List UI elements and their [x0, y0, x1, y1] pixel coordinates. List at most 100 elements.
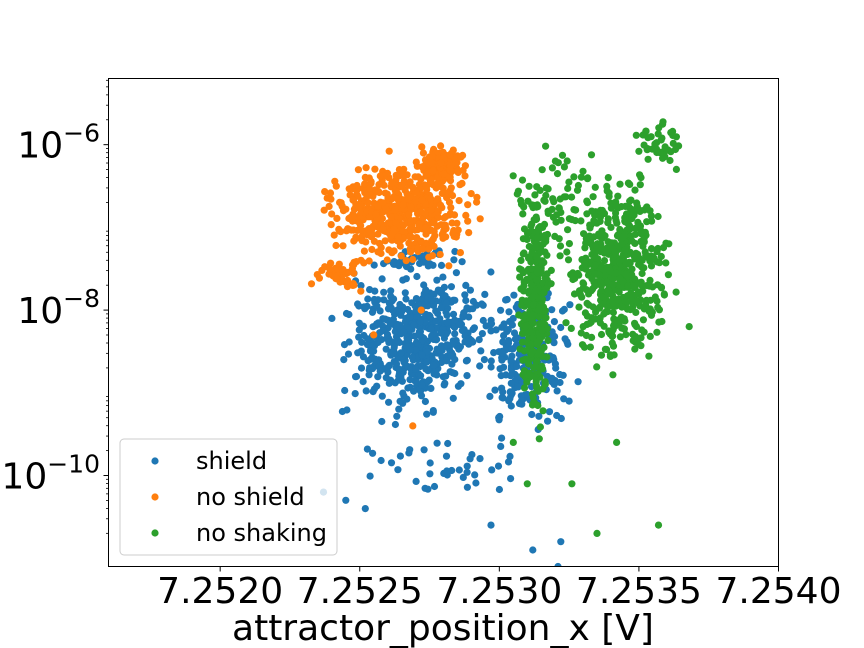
- data-point: [553, 387, 561, 395]
- data-point: [385, 246, 393, 254]
- data-point: [620, 315, 628, 323]
- data-point: [606, 290, 614, 298]
- data-point: [528, 220, 536, 228]
- data-point: [400, 328, 408, 336]
- data-point: [415, 220, 423, 228]
- legend-entry-no-shaking: no shaking: [151, 519, 327, 547]
- data-point: [425, 261, 433, 269]
- data-point: [360, 247, 368, 255]
- data-point: [350, 261, 358, 269]
- data-point: [419, 245, 427, 253]
- data-point: [427, 384, 435, 392]
- data-point: [620, 233, 628, 241]
- data-point: [626, 197, 634, 205]
- data-point: [593, 363, 601, 371]
- data-point: [517, 266, 526, 274]
- data-point: [494, 462, 503, 470]
- data-point: [517, 196, 525, 205]
- data-point: [572, 206, 580, 214]
- data-point: [631, 230, 639, 238]
- data-point: [624, 282, 632, 290]
- data-point: [596, 303, 604, 311]
- data-point: [406, 376, 414, 384]
- data-point: [390, 225, 398, 233]
- data-point: [398, 168, 406, 176]
- data-point: [635, 340, 643, 348]
- data-point: [601, 345, 610, 353]
- y-ticks: 10−6 10−8 10−10: [1, 79, 109, 534]
- series-shield: [319, 247, 582, 567]
- data-point: [529, 311, 537, 319]
- data-point: [532, 243, 540, 251]
- data-point: [415, 331, 423, 340]
- data-point: [453, 219, 461, 227]
- data-point: [603, 187, 611, 195]
- data-point: [591, 261, 599, 269]
- data-point: [349, 196, 357, 204]
- data-point: [452, 269, 460, 277]
- data-point: [406, 178, 414, 186]
- data-point: [335, 225, 343, 233]
- data-point: [655, 306, 664, 314]
- data-point: [473, 193, 481, 201]
- data-point: [420, 446, 428, 454]
- data-point: [355, 302, 363, 310]
- data-point: [622, 331, 630, 339]
- data-point: [422, 230, 430, 238]
- data-point: [565, 240, 574, 248]
- data-point: [391, 420, 399, 429]
- data-point: [344, 350, 353, 358]
- data-point: [383, 256, 391, 264]
- data-point: [613, 316, 621, 324]
- data-point: [545, 408, 554, 416]
- data-point: [647, 262, 656, 270]
- data-point: [557, 323, 565, 332]
- data-point: [454, 167, 462, 175]
- data-point: [359, 378, 367, 386]
- data-point: [426, 470, 434, 478]
- data-point: [598, 293, 606, 301]
- data-point: [507, 475, 515, 483]
- data-point: [385, 299, 393, 307]
- data-point: [438, 286, 446, 294]
- data-point: [640, 236, 648, 244]
- data-point: [534, 306, 543, 314]
- data-point: [433, 276, 441, 284]
- data-point: [551, 232, 559, 240]
- data-point: [533, 384, 541, 392]
- data-point: [330, 231, 338, 239]
- data-point: [408, 353, 416, 361]
- data-point: [641, 228, 649, 236]
- data-point: [363, 341, 372, 349]
- data-point: [564, 340, 572, 348]
- data-point: [362, 387, 370, 395]
- data-point: [422, 288, 430, 296]
- data-point: [522, 322, 530, 330]
- data-point: [476, 362, 484, 370]
- data-point: [487, 327, 495, 335]
- series-no-shaking: [509, 118, 693, 538]
- data-point: [578, 293, 586, 301]
- data-point: [556, 242, 565, 250]
- data-point: [685, 323, 693, 331]
- y-tick-label: 10−10: [1, 450, 100, 498]
- data-point: [539, 240, 547, 248]
- data-point: [333, 275, 341, 283]
- data-point: [669, 131, 677, 139]
- data-point: [434, 195, 442, 203]
- data-point: [525, 371, 533, 379]
- data-point: [396, 397, 404, 405]
- data-point: [505, 337, 513, 345]
- data-point: [405, 239, 413, 247]
- data-point: [500, 363, 508, 371]
- data-point: [366, 347, 375, 355]
- data-point: [419, 149, 427, 157]
- data-point: [591, 270, 600, 278]
- data-point: [387, 213, 395, 221]
- data-point: [462, 281, 470, 289]
- data-point: [434, 179, 442, 187]
- data-point: [430, 227, 438, 235]
- data-point: [626, 180, 634, 188]
- data-point: [440, 170, 448, 178]
- data-point: [647, 245, 656, 253]
